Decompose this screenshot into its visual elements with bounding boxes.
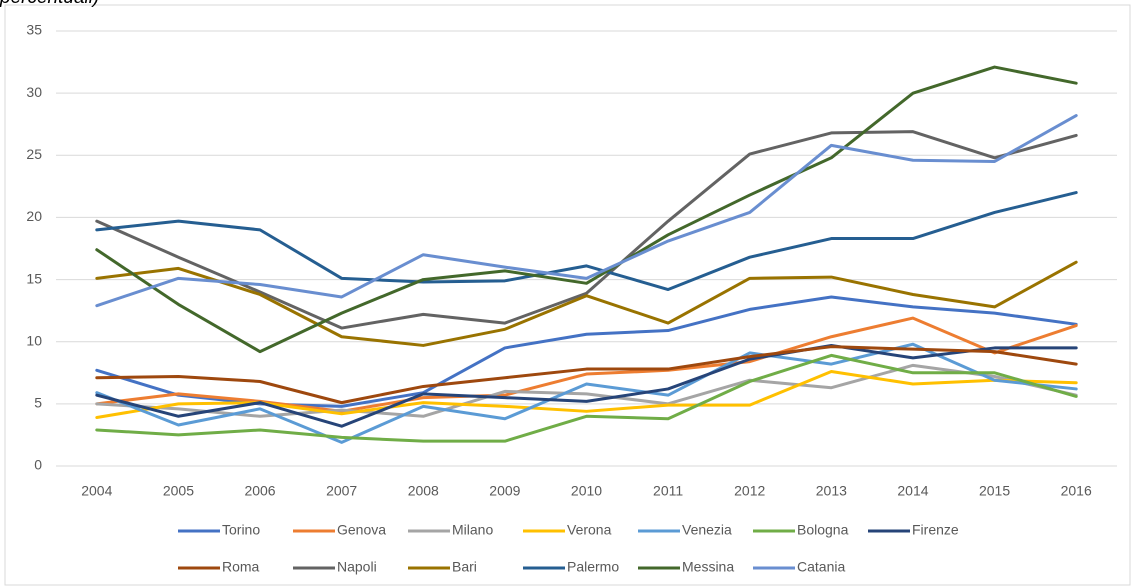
series-line [95,316,1078,413]
y-tick-label: 20 [26,208,42,224]
legend-label: Roma [222,559,260,575]
x-tick-label: 2009 [489,483,520,499]
legend-label: Torino [222,522,260,538]
x-tick-label: 2013 [816,483,847,499]
legend-label: Genova [337,522,386,538]
series-line [95,191,1078,292]
x-tick-label: 2007 [326,483,357,499]
series-line [95,353,1078,443]
y-tick-label: 25 [26,146,42,162]
legend-label: Milano [452,522,493,538]
legend-label: Firenze [912,522,959,538]
series-line [95,130,1078,330]
x-tick-label: 2012 [734,483,765,499]
x-tick-label: 2005 [163,483,194,499]
legend-label: Bologna [797,522,849,538]
series-line [95,260,1078,347]
series-line [95,65,1078,354]
y-tick-label: 5 [34,395,42,411]
series-line [95,342,1078,444]
series-line [95,343,1078,428]
series-line [95,345,1078,405]
y-tick-label: 35 [26,22,42,38]
y-tick-label: 15 [26,270,42,286]
legend-label: Napoli [337,559,377,575]
x-tick-label: 2010 [571,483,602,499]
x-tick-label: 2011 [653,483,683,499]
chart-title: percentuali) [0,0,99,8]
x-tick-label: 2015 [979,483,1010,499]
y-tick-label: 0 [34,457,42,473]
legend-label: Catania [797,559,845,575]
y-tick-label: 30 [26,84,42,100]
x-tick-label: 2004 [81,483,112,499]
legend-label: Verona [567,522,612,538]
y-tick-label: 10 [26,332,42,348]
x-tick-label: 2014 [897,483,928,499]
x-tick-label: 2008 [408,483,439,499]
series-line [95,363,1078,418]
legend-label: Messina [682,559,734,575]
legend-label: Palermo [567,559,619,575]
chart-frame [4,4,1131,586]
x-tick-label: 2016 [1061,483,1092,499]
series-line [95,114,1078,308]
x-tick-label: 2006 [244,483,275,499]
legend-label: Venezia [682,522,732,538]
legend-label: Bari [452,559,477,575]
